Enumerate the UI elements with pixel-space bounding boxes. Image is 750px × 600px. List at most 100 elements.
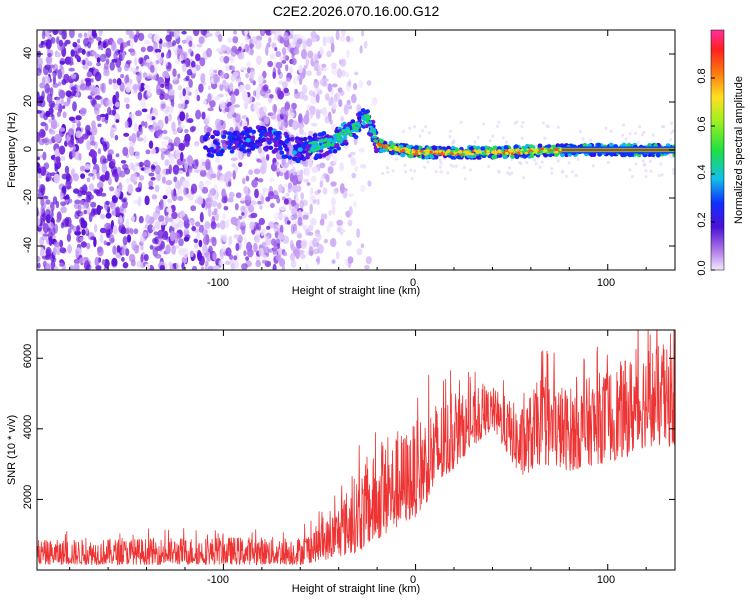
- noise-blob: [181, 63, 187, 73]
- noise-blob: [112, 245, 117, 255]
- noise-blob: [85, 124, 91, 133]
- noise-blob: [195, 109, 202, 120]
- noise-blob: [148, 172, 155, 177]
- signal-blob: [279, 150, 285, 155]
- noise-blob: [241, 263, 248, 270]
- noise-blob: [158, 215, 165, 223]
- noise-blob: [195, 221, 201, 227]
- noise-blob: [520, 124, 524, 129]
- noise-blob: [234, 203, 239, 211]
- noise-blob: [297, 121, 305, 129]
- spectrogram-x-axis-title: Height of straight line (km): [292, 285, 420, 297]
- signal-core-blob: [373, 139, 377, 143]
- signal-core-blob: [498, 150, 502, 154]
- noise-blob: [297, 175, 304, 182]
- noise-blob: [168, 164, 172, 175]
- noise-blob: [306, 70, 312, 76]
- noise-blob: [304, 158, 309, 168]
- signal-blob: [317, 132, 323, 137]
- colorbar-gradient: [710, 29, 725, 271]
- noise-blob: [144, 40, 151, 45]
- noise-blob: [53, 223, 59, 234]
- noise-blob: [207, 85, 211, 91]
- noise-blob: [104, 170, 110, 182]
- signal-core-blob: [515, 148, 519, 152]
- signal-core-blob: [477, 150, 481, 154]
- noise-blob: [124, 74, 129, 85]
- noise-blob: [244, 83, 251, 91]
- noise-blob: [253, 168, 261, 175]
- snr-ytick-label: 2000: [22, 485, 34, 509]
- noise-blob: [356, 248, 363, 256]
- noise-blob: [630, 175, 634, 179]
- noise-blob: [160, 83, 165, 89]
- noise-blob: [135, 187, 142, 193]
- noise-blob: [642, 130, 646, 134]
- noise-blob: [439, 170, 443, 174]
- noise-blob: [84, 163, 91, 170]
- noise-blob: [322, 36, 327, 47]
- noise-blob: [283, 183, 288, 188]
- noise-blob: [386, 166, 389, 170]
- noise-blob: [147, 224, 154, 234]
- noise-blob: [75, 130, 82, 139]
- noise-blob: [103, 62, 109, 70]
- noise-blob: [153, 231, 159, 236]
- noise-blob: [181, 30, 187, 35]
- noise-blob: [237, 52, 245, 60]
- signal-blob: [537, 143, 543, 148]
- noise-blob: [330, 196, 336, 207]
- noise-blob: [332, 188, 338, 196]
- noise-blob: [347, 80, 352, 87]
- noise-blob: [73, 263, 80, 270]
- signal-core-blob: [533, 150, 538, 154]
- noise-blob: [336, 68, 343, 79]
- noise-blob: [197, 196, 204, 206]
- noise-blob: [171, 211, 178, 220]
- signal-blob: [209, 146, 215, 152]
- noise-blob: [135, 110, 142, 117]
- noise-blob: [86, 264, 92, 270]
- noise-blob: [152, 121, 158, 131]
- noise-blob: [290, 112, 295, 118]
- noise-blob: [114, 134, 119, 141]
- noise-blob: [515, 120, 519, 124]
- signal-blob: [203, 137, 208, 142]
- noise-blob: [144, 160, 151, 166]
- noise-blob: [308, 159, 313, 170]
- noise-blob: [312, 37, 317, 43]
- noise-blob: [43, 75, 51, 85]
- noise-blob: [165, 34, 172, 42]
- noise-blob: [200, 30, 207, 36]
- noise-blob: [669, 121, 673, 125]
- noise-blob: [283, 198, 289, 205]
- noise-blob: [228, 191, 235, 199]
- noise-blob: [189, 126, 195, 133]
- noise-blob: [482, 122, 486, 126]
- signal-blob: [608, 142, 614, 147]
- noise-blob: [254, 39, 262, 50]
- noise-blob: [114, 187, 121, 198]
- noise-blob: [311, 166, 319, 173]
- noise-blob: [331, 62, 337, 69]
- snr-ytick-label: 4000: [22, 415, 34, 439]
- noise-blob: [125, 248, 130, 257]
- noise-blob: [235, 243, 240, 251]
- noise-blob: [165, 186, 173, 196]
- noise-blob: [242, 115, 247, 120]
- noise-blob: [154, 253, 162, 259]
- signal-blob: [212, 130, 218, 135]
- noise-blob: [212, 251, 218, 261]
- noise-blob: [279, 55, 284, 62]
- noise-blob: [149, 244, 154, 250]
- noise-blob: [37, 217, 41, 226]
- noise-blob: [146, 86, 151, 97]
- noise-blob: [305, 58, 310, 67]
- signal-blob: [374, 148, 379, 154]
- noise-blob: [125, 177, 131, 184]
- noise-blob: [360, 185, 366, 192]
- noise-blob: [137, 137, 144, 142]
- signal-core-blob: [486, 152, 490, 156]
- noise-blob: [106, 99, 113, 107]
- noise-blob: [308, 224, 314, 232]
